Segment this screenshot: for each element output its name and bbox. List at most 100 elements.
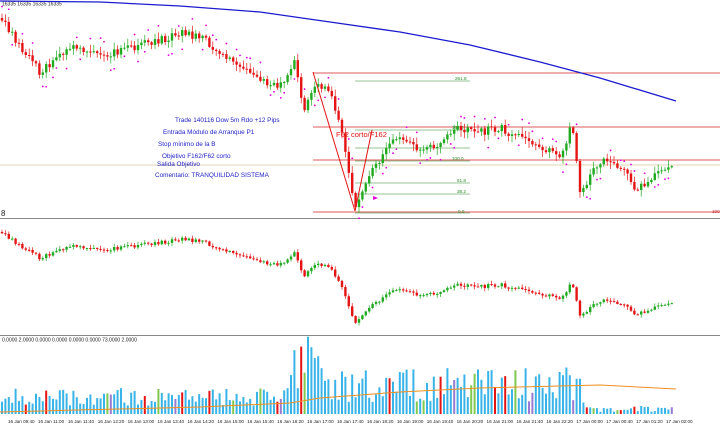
volume-bar xyxy=(647,406,649,414)
volume-bar xyxy=(371,401,374,414)
volume-bar xyxy=(201,397,204,414)
candle-body xyxy=(402,137,405,140)
volume-bar xyxy=(613,411,615,414)
secondary-candle-body xyxy=(344,286,347,297)
volume-bar xyxy=(52,398,54,414)
candle-body xyxy=(449,133,452,135)
volume-bar xyxy=(194,401,197,414)
volume-bar xyxy=(534,376,537,414)
secondary-candle-body xyxy=(623,304,626,306)
sar-dot xyxy=(358,217,360,220)
sar-dot xyxy=(75,36,78,39)
volume-bar xyxy=(113,394,116,414)
volume-bar xyxy=(347,401,350,414)
volume-average-line xyxy=(0,384,677,413)
candle-body xyxy=(534,144,537,146)
secondary-candle-body xyxy=(68,246,72,248)
sar-dot xyxy=(392,152,394,155)
candle-body xyxy=(582,188,585,193)
fib-label-261: 261.8 xyxy=(455,76,467,81)
candle-body xyxy=(408,141,412,143)
secondary-candle-body xyxy=(480,284,483,287)
sar-dot xyxy=(596,178,598,181)
time-axis-label: 16 Jan 18:20 xyxy=(367,419,394,424)
trade-note-1: Trade 140116 Dow 5m Rdo +12 Pips xyxy=(175,117,280,124)
candle-body xyxy=(65,49,68,55)
volume-bar xyxy=(79,403,82,414)
secondary-candle-body xyxy=(640,311,643,315)
secondary-candle-body xyxy=(0,232,4,234)
secondary-candle-body xyxy=(28,249,31,251)
candle-body xyxy=(670,166,673,168)
secondary-candle-body xyxy=(327,264,330,267)
candle-body xyxy=(650,179,653,183)
volume-bar xyxy=(443,394,445,414)
secondary-candle-body xyxy=(476,286,480,288)
trendline-up[interactable] xyxy=(354,129,373,212)
parabolic-sar xyxy=(1,5,670,220)
secondary-candle-body xyxy=(17,243,21,245)
volume-bar xyxy=(65,393,68,414)
sar-dot xyxy=(215,38,218,41)
sar-dot xyxy=(21,32,24,35)
candle-body xyxy=(493,127,497,132)
secondary-candle-body xyxy=(269,264,272,266)
volume-bar xyxy=(55,399,58,414)
secondary-candle-body xyxy=(551,294,554,296)
trendline-down[interactable] xyxy=(312,71,356,212)
volume-bar xyxy=(565,367,568,414)
volume-bar xyxy=(606,408,609,414)
volume-bar xyxy=(198,394,201,414)
candle-body xyxy=(38,63,41,75)
secondary-candle-body xyxy=(286,259,289,263)
volume-bar xyxy=(361,378,364,414)
volume-bar xyxy=(82,404,85,414)
sar-dot xyxy=(113,67,116,70)
time-axis-label: 17 Jan 00:00 xyxy=(576,419,603,424)
secondary-candle-body xyxy=(415,292,418,296)
secondary-candle-body xyxy=(381,297,384,302)
sar-dot xyxy=(463,117,466,119)
secondary-candle-body xyxy=(334,269,337,277)
secondary-candle-body xyxy=(408,291,412,293)
secondary-candle-body xyxy=(136,244,140,248)
candle-body xyxy=(245,68,248,70)
entry-marker-icon[interactable] xyxy=(373,196,378,200)
secondary-candle-body xyxy=(153,242,157,245)
candle-body xyxy=(429,144,432,148)
secondary-candle-body xyxy=(504,283,507,288)
secondary-candle-body xyxy=(130,245,133,247)
volume-bar xyxy=(290,375,292,414)
secondary-candle-body xyxy=(633,310,636,315)
candle-body xyxy=(306,99,310,111)
sar-dot xyxy=(633,170,636,172)
secondary-candle-body xyxy=(164,240,167,244)
sar-dot xyxy=(619,159,622,162)
time-axis-label: 16 Jan 20:20 xyxy=(457,419,484,424)
candle-body xyxy=(456,125,459,130)
candle-body xyxy=(351,172,354,193)
volume-bar xyxy=(623,409,626,414)
secondary-candle-body xyxy=(531,291,534,293)
volume-bar xyxy=(184,390,187,414)
candle-body xyxy=(371,167,374,177)
secondary-candle-body xyxy=(140,243,143,245)
candle-body xyxy=(147,40,150,43)
volume-bar xyxy=(395,391,398,414)
main-panel-header: 16335 16335 16335 16335 xyxy=(2,2,62,8)
volume-bar xyxy=(385,377,388,414)
secondary-candle-body xyxy=(626,304,629,307)
volume-bar xyxy=(449,385,452,414)
volume-bar xyxy=(62,389,65,414)
sar-dot xyxy=(562,171,564,174)
volume-bar xyxy=(157,388,160,414)
secondary-candle-body xyxy=(561,295,565,299)
secondary-candle-body xyxy=(374,301,378,304)
secondary-candle-body xyxy=(51,252,55,256)
candle-body xyxy=(436,147,439,149)
time-axis-label: 16 Jan 17:00 xyxy=(307,419,334,424)
secondary-candle-body xyxy=(92,247,95,249)
candle-body xyxy=(422,149,425,151)
secondary-candle-body xyxy=(425,293,429,296)
